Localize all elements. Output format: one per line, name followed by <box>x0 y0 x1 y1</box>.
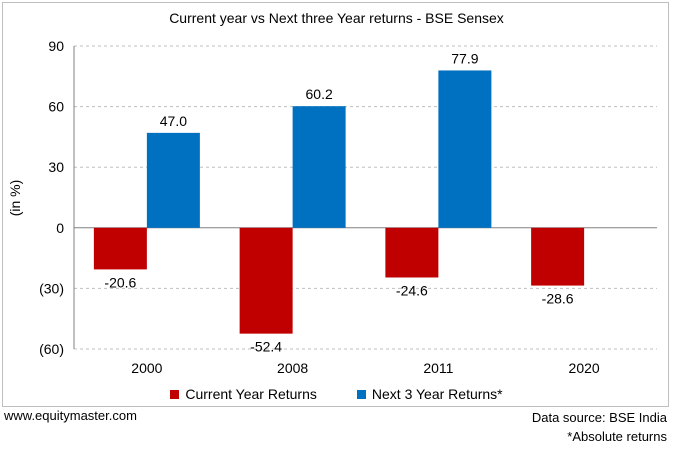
legend-item-next3: Next 3 Year Returns* <box>356 386 503 402</box>
bar-current-2008 <box>239 227 293 334</box>
bar-next3-2008 <box>292 106 346 228</box>
y-tick-label: 0 <box>56 220 64 236</box>
x-tick-label: 2000 <box>131 360 162 376</box>
data-label: 77.9 <box>451 50 478 66</box>
bar-next3-2000 <box>146 132 200 228</box>
legend-swatch-next3 <box>356 389 366 399</box>
data-label: -52.4 <box>250 339 282 355</box>
bar-next3-2011 <box>438 70 492 228</box>
data-label: 60.2 <box>306 86 333 102</box>
data-label: -20.6 <box>104 274 136 290</box>
absolute-returns-note: *Absolute returns <box>567 429 667 444</box>
x-tick-label: 2020 <box>569 360 600 376</box>
source-note: Data source: BSE India *Absolute returns <box>532 408 667 446</box>
bar-current-2011 <box>385 227 439 278</box>
legend-swatch-current <box>170 389 180 399</box>
legend-label-current: Current Year Returns <box>185 386 317 402</box>
data-label: 47.0 <box>160 113 187 129</box>
bar-current-2000 <box>93 227 147 270</box>
legend-label-next3: Next 3 Year Returns* <box>371 386 503 402</box>
data-label: -24.6 <box>396 282 428 298</box>
y-axis-label: (in %) <box>7 180 23 217</box>
data-source-text: Data source: BSE India <box>531 410 667 425</box>
legend: Current Year Returns Next 3 Year Returns… <box>0 386 673 402</box>
y-tick-label: (30) <box>39 280 64 296</box>
x-tick-label: 2008 <box>277 360 308 376</box>
data-label: -28.6 <box>542 291 574 307</box>
bar-current-2020 <box>531 227 585 286</box>
y-tick-label: 60 <box>48 99 64 115</box>
y-tick-label: 30 <box>48 159 64 175</box>
legend-item-current: Current Year Returns <box>170 386 317 402</box>
website-link[interactable]: www.equitymaster.com <box>4 408 137 423</box>
y-tick-label: (60) <box>39 341 64 357</box>
chart-title: Current year vs Next three Year returns … <box>169 10 504 26</box>
x-tick-label: 2011 <box>423 360 453 376</box>
y-tick-label: 90 <box>48 38 64 54</box>
